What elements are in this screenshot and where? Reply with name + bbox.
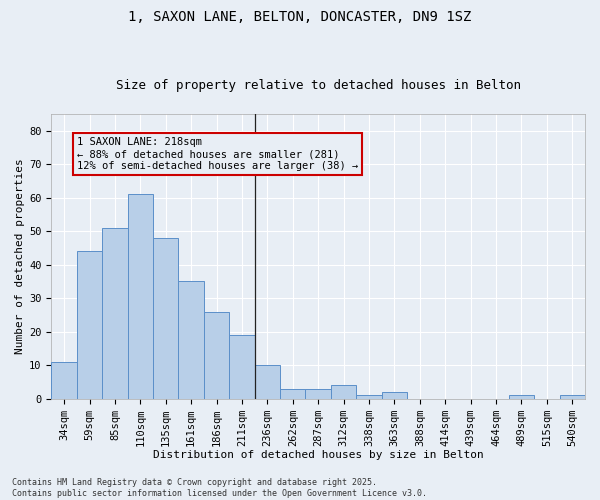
Bar xyxy=(102,228,128,398)
Bar xyxy=(52,362,77,399)
X-axis label: Distribution of detached houses by size in Belton: Distribution of detached houses by size … xyxy=(153,450,484,460)
Text: 1, SAXON LANE, BELTON, DONCASTER, DN9 1SZ: 1, SAXON LANE, BELTON, DONCASTER, DN9 1S… xyxy=(128,10,472,24)
Bar xyxy=(77,252,102,398)
Title: Size of property relative to detached houses in Belton: Size of property relative to detached ho… xyxy=(116,79,521,92)
Bar xyxy=(128,194,153,398)
Bar xyxy=(280,388,305,398)
Y-axis label: Number of detached properties: Number of detached properties xyxy=(15,158,25,354)
Text: Contains HM Land Registry data © Crown copyright and database right 2025.
Contai: Contains HM Land Registry data © Crown c… xyxy=(12,478,427,498)
Bar xyxy=(305,388,331,398)
Bar xyxy=(382,392,407,398)
Bar xyxy=(356,396,382,398)
Text: 1 SAXON LANE: 218sqm
← 88% of detached houses are smaller (281)
12% of semi-deta: 1 SAXON LANE: 218sqm ← 88% of detached h… xyxy=(77,138,358,170)
Bar xyxy=(178,282,204,399)
Bar xyxy=(331,385,356,398)
Bar xyxy=(509,396,534,398)
Bar xyxy=(254,365,280,398)
Bar xyxy=(560,396,585,398)
Bar xyxy=(153,238,178,398)
Bar xyxy=(204,312,229,398)
Bar xyxy=(229,335,254,398)
